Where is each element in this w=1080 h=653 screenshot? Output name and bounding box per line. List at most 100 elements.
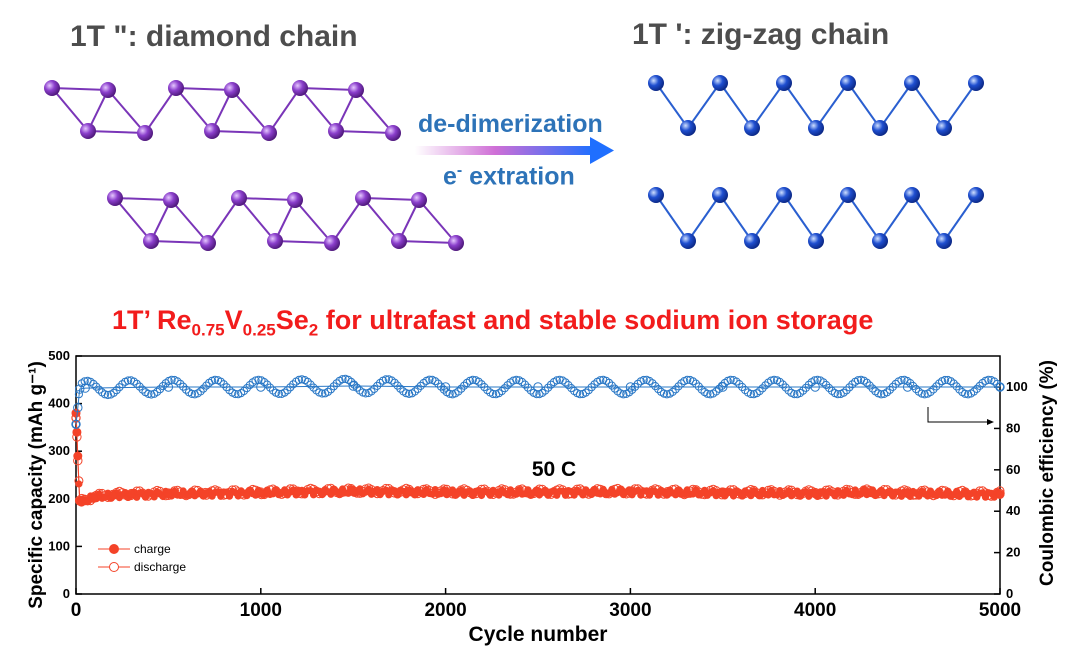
coulombic-efficiency-point [92, 382, 101, 391]
coulombic-efficiency-point [990, 377, 999, 386]
coulombic-efficiency-point [103, 390, 113, 400]
coulombic-efficiency-point [619, 390, 628, 399]
coulombic-efficiency-point [651, 382, 660, 391]
diamond-bond [362, 197, 400, 242]
diamond-atom [411, 192, 427, 208]
diamond-atom [355, 190, 371, 206]
diamond-atom [44, 80, 60, 96]
data-point [72, 432, 82, 442]
coulombic-efficiency-point [590, 380, 599, 389]
coulombic-efficiency-point [975, 381, 984, 390]
coulombic-efficiency-point [503, 381, 512, 390]
data-point [403, 486, 414, 496]
coulombic-efficiency-point [323, 387, 333, 396]
diamond-bond [355, 89, 394, 134]
diamond-bond [107, 89, 146, 134]
coulombic-efficiency-point [167, 375, 176, 384]
coulombic-efficiency-point [639, 375, 648, 385]
legend-label: charge [134, 542, 171, 556]
coulombic-efficiency-point [544, 383, 553, 392]
x-tick-label: 5000 [979, 600, 1021, 621]
data-point [73, 403, 83, 413]
data-point [865, 487, 876, 497]
data-point [995, 488, 1005, 499]
legend-label: discharge [134, 560, 186, 574]
coulombic-efficiency-point [413, 384, 422, 393]
chart-title: 1T’ Re0.75V0.25Se2 for ultrafast and sta… [112, 305, 874, 340]
coulombic-efficiency-point [402, 389, 411, 398]
coulombic-efficiency-point [332, 379, 341, 388]
coulombic-efficiency-point [567, 384, 576, 393]
y2-tick-label: 100 [1006, 379, 1028, 394]
coulombic-efficiency-point [848, 380, 857, 389]
diamond-bond [175, 87, 213, 132]
coulombic-efficiency-point [972, 384, 981, 393]
coulombic-efficiency-point [231, 389, 240, 399]
coulombic-efficiency-point [202, 381, 211, 390]
y-tick-label: 200 [48, 491, 70, 506]
coulombic-efficiency-point [822, 380, 831, 390]
zigzag-atom [744, 233, 760, 249]
data-point [440, 487, 451, 497]
coulombic-efficiency-point [741, 385, 750, 395]
coulombic-efficiency-point [726, 375, 735, 384]
coulombic-efficiency-point [854, 376, 863, 385]
crystal-structures [44, 75, 984, 251]
diamond-atom [391, 233, 407, 249]
coulombic-efficiency-point [109, 388, 118, 397]
diamond-atom [324, 235, 340, 251]
diamond-bond [207, 197, 240, 244]
coulombic-efficiency-point [865, 381, 874, 390]
diamond-bond [268, 87, 301, 134]
coulombic-efficiency-point [862, 378, 871, 387]
coulombic-efficiency-point [410, 387, 419, 396]
data-point [718, 382, 728, 392]
zigzag-bond [719, 194, 753, 242]
coulombic-efficiency-point [370, 384, 379, 393]
zigzag-atom [968, 187, 984, 203]
coulombic-efficiency-point [431, 377, 440, 386]
diamond-bond [114, 197, 152, 242]
coulombic-efficiency-point [367, 387, 376, 396]
coulombic-efficiency-point [984, 375, 993, 384]
zigzag-bond [847, 194, 881, 242]
diamond-bond [238, 197, 296, 201]
coulombic-efficiency-point [877, 390, 886, 399]
coulombic-efficiency-point [523, 383, 533, 392]
series-line [75, 385, 1000, 425]
coulombic-efficiency-point [961, 389, 970, 398]
coulombic-efficiency-point [182, 385, 191, 394]
coulombic-efficiency-point [187, 389, 196, 398]
zigzag-chain-label: 1T ': zig-zag chain [632, 18, 890, 51]
coulombic-efficiency-point [607, 381, 617, 390]
coulombic-efficiency-point [199, 384, 208, 393]
diamond-bond [175, 87, 233, 91]
coulombic-efficiency-point [604, 378, 614, 387]
zigzag-atom [712, 75, 728, 91]
diamond-bond [299, 87, 337, 132]
coulombic-efficiency-point [932, 382, 941, 391]
data-point [80, 383, 90, 393]
coulombic-efficiency-point [454, 387, 463, 396]
axis-pointer-head [987, 419, 994, 425]
coulombic-efficiency-point [683, 375, 692, 384]
electron-extraction-label: e- extration [443, 162, 575, 191]
diamond-bond [398, 240, 457, 244]
diamond-bond [418, 199, 457, 244]
zigzag-atom [936, 233, 952, 249]
coulombic-efficiency-point [561, 378, 570, 387]
coulombic-efficiency-point [758, 384, 767, 393]
diamond-atom [204, 123, 220, 139]
x-tick-label: 0 [71, 600, 82, 621]
zigzag-atom [904, 75, 920, 91]
diamond-atom [231, 190, 247, 206]
coulombic-efficiency-point [100, 390, 110, 399]
zigzag-bond [751, 194, 785, 242]
x-tick-label: 4000 [794, 600, 836, 621]
diamond-bond [150, 240, 209, 244]
data-point [348, 486, 358, 496]
data-point [75, 495, 85, 505]
data-point [256, 487, 266, 497]
coulombic-efficiency-point [761, 381, 770, 390]
diamond-bond [238, 197, 276, 242]
